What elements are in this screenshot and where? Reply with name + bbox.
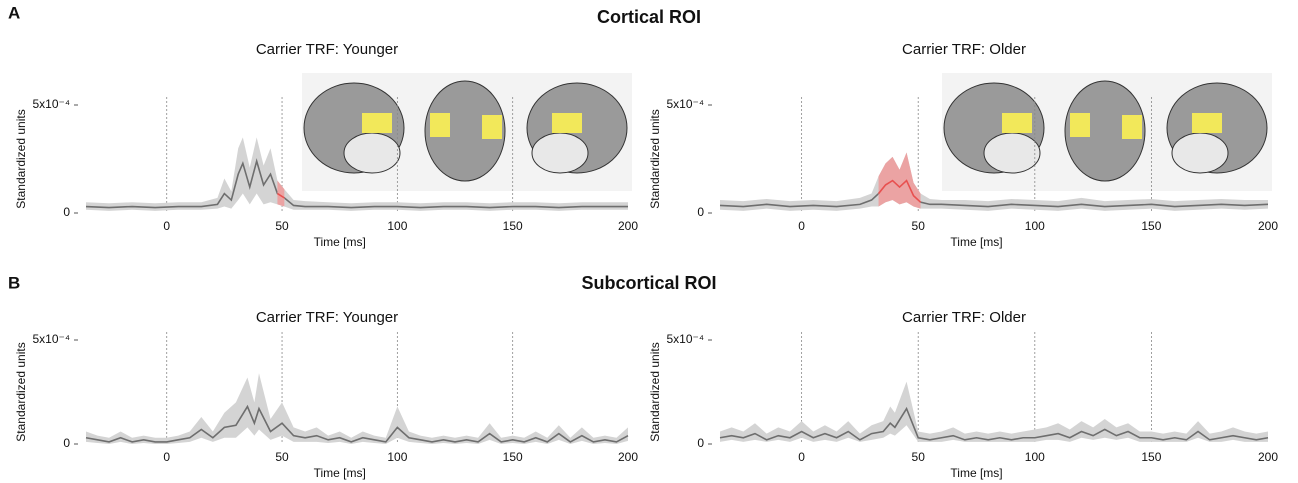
x-tick-label: 50	[912, 450, 926, 464]
line	[277, 192, 285, 199]
line	[877, 179, 922, 203]
x-tick-label: 0	[163, 219, 170, 233]
y-axis-label: Standardized units	[648, 109, 662, 208]
x-tick-label: 50	[912, 219, 926, 233]
section-title: Subcortical ROI	[581, 273, 716, 293]
x-tick-label: 0	[163, 450, 170, 464]
error-band	[86, 137, 628, 211]
line	[85, 404, 629, 443]
brain-image	[941, 72, 1273, 192]
chart-title: Carrier TRF: Younger	[256, 41, 398, 58]
y-tick-label: 0	[63, 436, 70, 450]
x-tick-label: 50	[275, 219, 289, 233]
x-tick-label: 0	[798, 450, 805, 464]
y-tick-label: 5x10⁻⁴	[32, 97, 70, 111]
x-axis-label: Time [ms]	[314, 466, 366, 480]
y-axis-label: Standardized units	[14, 109, 28, 208]
x-tick-label: 200	[1258, 219, 1278, 233]
x-tick-label: 150	[503, 450, 523, 464]
x-tick-label: 200	[618, 219, 638, 233]
x-tick-label: 100	[1025, 450, 1045, 464]
error-band	[878, 152, 921, 209]
error-band	[277, 180, 285, 207]
x-tick-label: 50	[275, 450, 289, 464]
y-tick-label: 5x10⁻⁴	[32, 332, 70, 346]
y-axis-label: Standardized units	[14, 342, 28, 441]
line	[719, 406, 1269, 441]
line	[719, 179, 1269, 208]
y-tick-label: 5x10⁻⁴	[666, 332, 704, 346]
panel-label: B	[8, 273, 20, 292]
x-tick-label: 150	[1141, 450, 1161, 464]
error-band	[720, 381, 1268, 442]
y-tick-label: 0	[63, 205, 70, 219]
y-tick-label: 0	[697, 205, 704, 219]
x-tick-label: 100	[1025, 219, 1045, 233]
chart-title: Carrier TRF: Older	[902, 309, 1026, 326]
x-axis-label: Time [ms]	[950, 235, 1002, 249]
chart-title: Carrier TRF: Older	[902, 41, 1026, 58]
y-tick-label: 5x10⁻⁴	[666, 97, 704, 111]
x-axis-label: Time [ms]	[950, 466, 1002, 480]
x-tick-label: 100	[387, 450, 407, 464]
error-band	[86, 373, 628, 444]
line	[85, 158, 628, 209]
x-tick-label: 200	[618, 450, 638, 464]
y-tick-label: 0	[697, 436, 704, 450]
x-tick-label: 0	[798, 219, 805, 233]
panel-label: A	[8, 3, 20, 22]
x-tick-label: 200	[1258, 450, 1278, 464]
chart-title: Carrier TRF: Younger	[256, 309, 398, 326]
y-axis-label: Standardized units	[648, 342, 662, 441]
x-tick-label: 150	[503, 219, 523, 233]
brain-image	[301, 72, 633, 192]
x-tick-label: 100	[387, 219, 407, 233]
x-axis-label: Time [ms]	[314, 235, 366, 249]
x-tick-label: 150	[1141, 219, 1161, 233]
section-title: Cortical ROI	[597, 7, 701, 27]
